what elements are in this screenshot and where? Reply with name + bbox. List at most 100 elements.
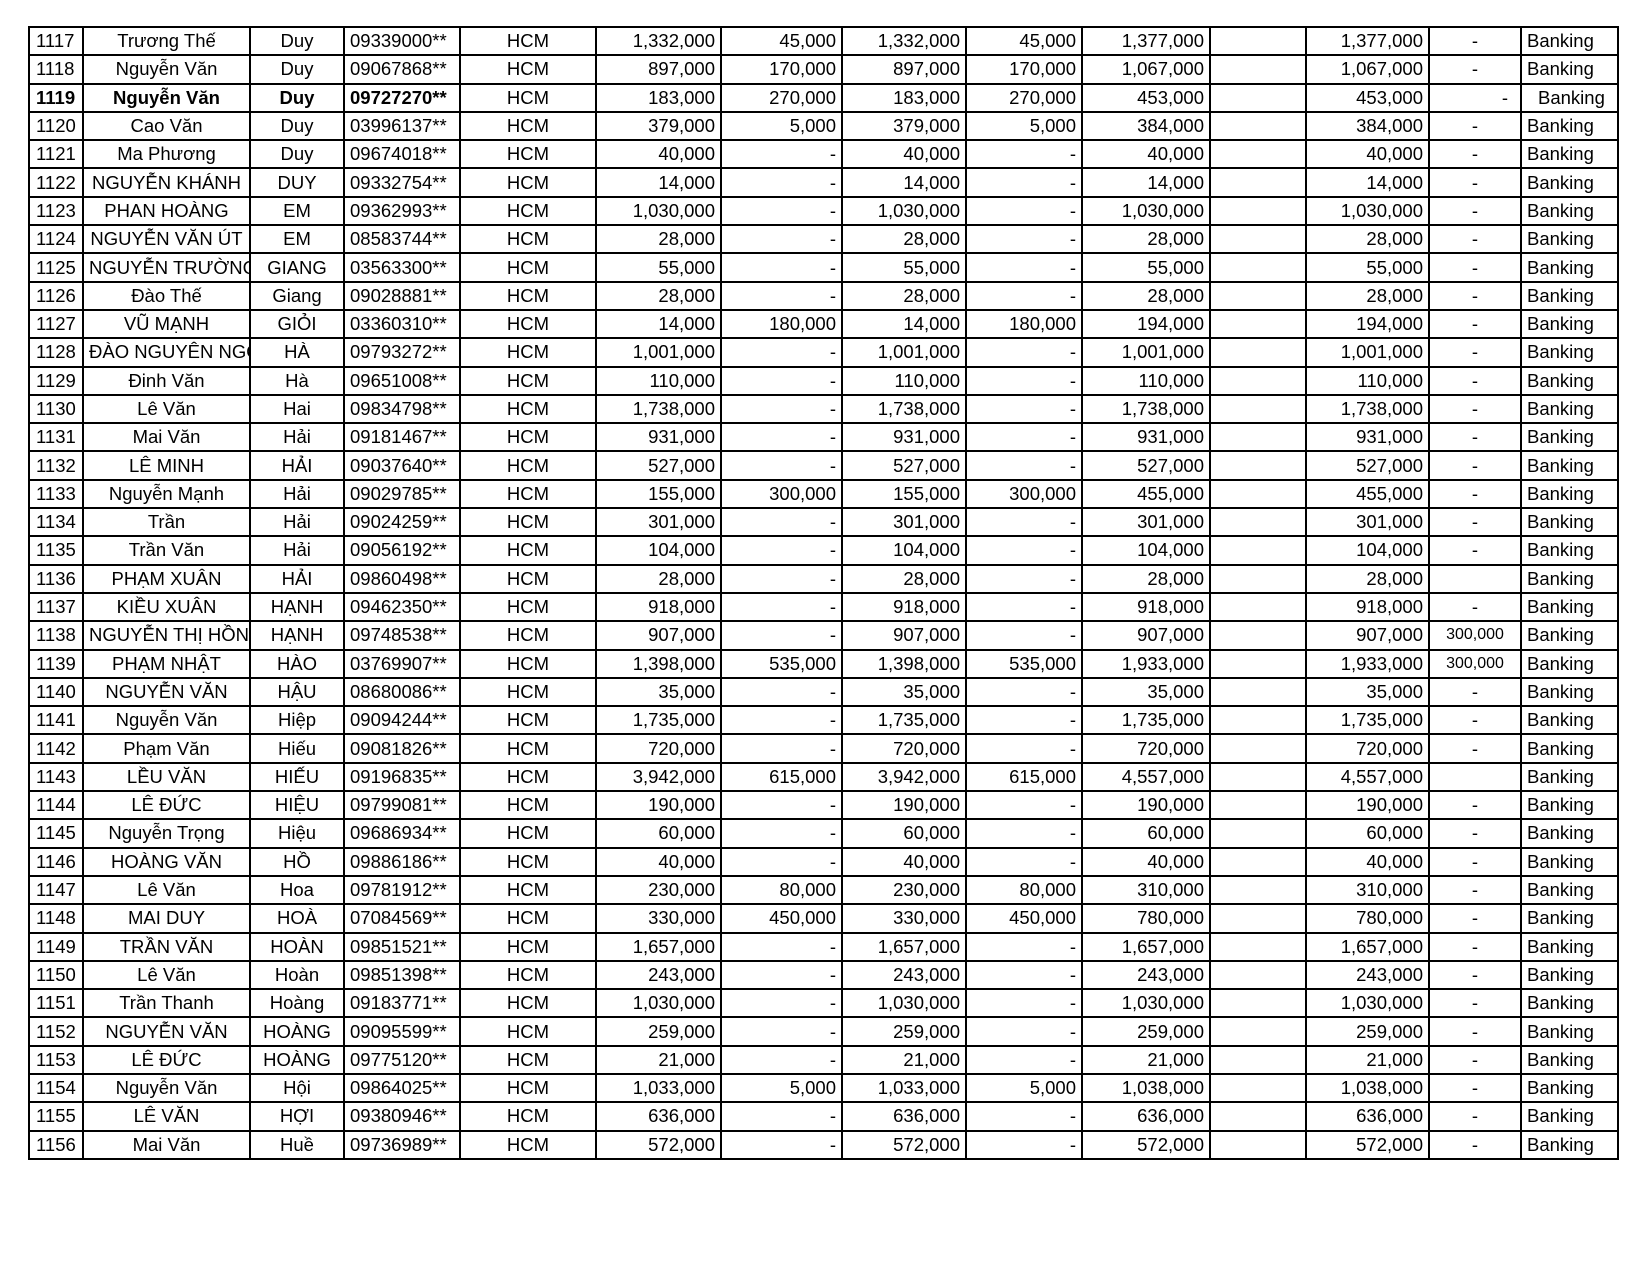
row-id-cell: 1134 (28, 507, 84, 538)
amount-1-cell: 907,000 (595, 620, 722, 651)
total-cell: 194,000 (1081, 308, 1211, 340)
total-paid-cell: 1,377,000 (1305, 25, 1430, 57)
blank-column-cell (1209, 1129, 1307, 1160)
payment-method-cell: Banking (1520, 450, 1619, 481)
table-row: 1121 Ma Phương Duy 09674018** HCM 40,000-40,0… (28, 139, 1619, 170)
table-row: 1141 Nguyễn Văn Hiệp 09094244** HCM 1,735,000… (28, 705, 1619, 736)
extra-amount-cell: - (1428, 874, 1522, 906)
amount-2-cell: - (720, 280, 843, 311)
amount-3-cell: 230,000 (841, 874, 967, 906)
total-paid-cell: 1,030,000 (1305, 195, 1430, 227)
amount-3-cell: 1,735,000 (841, 705, 967, 736)
first-name-cell: HẠNH (249, 620, 345, 651)
surname-middle-cell: Trần (82, 507, 251, 538)
total-cell: 636,000 (1081, 1101, 1211, 1132)
blank-column-cell (1209, 139, 1307, 170)
total-paid-cell: 384,000 (1305, 110, 1430, 142)
row-id-cell: 1148 (28, 903, 84, 934)
amount-3-cell: 3,942,000 (841, 761, 967, 793)
phone-cell: 09196835** (343, 761, 461, 793)
blank-column-cell (1209, 337, 1307, 368)
phone-cell: 09860498** (343, 563, 461, 594)
table-row: 1129 Đinh Văn Hà 09651008** HCM 110,000-110,0… (28, 365, 1619, 396)
blank-column-cell (1209, 224, 1307, 255)
amount-1-cell: 14,000 (595, 167, 722, 198)
extra-amount-cell: - (1428, 1044, 1522, 1075)
amount-2-cell: - (720, 818, 843, 849)
total-cell: 40,000 (1081, 139, 1211, 170)
amount-4-cell: - (965, 988, 1083, 1019)
city-cell: HCM (459, 846, 597, 877)
surname-middle-cell: PHẠM XUÂN (82, 563, 251, 594)
blank-column-cell (1209, 790, 1307, 821)
total-cell: 301,000 (1081, 507, 1211, 538)
phone-cell: 09024259** (343, 507, 461, 538)
extra-amount-cell (1428, 761, 1522, 793)
city-cell: HCM (459, 959, 597, 991)
amount-4-cell: - (965, 224, 1083, 255)
total-paid-cell: 28,000 (1305, 224, 1430, 255)
amount-1-cell: 379,000 (595, 110, 722, 142)
amount-3-cell: 14,000 (841, 167, 967, 198)
first-name-cell: HOÀNG (249, 1044, 345, 1075)
row-id-cell: 1123 (28, 195, 84, 227)
extra-amount-cell: - (1428, 1016, 1522, 1047)
table-row: 1139 PHẠM NHẬT HÀO 03769907** HCM 1,398,000 53… (28, 648, 1619, 679)
amount-3-cell: 14,000 (841, 308, 967, 340)
city-cell: HCM (459, 422, 597, 453)
table-row: 1145 Nguyễn Trọng Hiệu 09686934** HCM 60,000-… (28, 818, 1619, 849)
amount-4-cell: - (965, 252, 1083, 283)
amount-2-cell: - (720, 620, 843, 651)
total-cell: 60,000 (1081, 818, 1211, 849)
amount-4-cell: - (965, 1044, 1083, 1075)
first-name-cell: Duy (249, 110, 345, 142)
surname-middle-cell: PHẠM NHẬT (82, 648, 251, 679)
city-cell: HCM (459, 1129, 597, 1160)
extra-amount-cell: 300,000 (1428, 620, 1522, 651)
row-id-cell: 1129 (28, 365, 84, 396)
amount-1-cell: 259,000 (595, 1016, 722, 1047)
blank-column-cell (1209, 535, 1307, 566)
amount-1-cell: 1,738,000 (595, 393, 722, 425)
amount-2-cell: 80,000 (720, 874, 843, 906)
extra-amount-cell: - (1428, 337, 1522, 368)
phone-cell: 09793272** (343, 337, 461, 368)
total-cell: 40,000 (1081, 846, 1211, 877)
amount-1-cell: 60,000 (595, 818, 722, 849)
phone-cell: 03996137** (343, 110, 461, 142)
city-cell: HCM (459, 1016, 597, 1047)
total-cell: 1,933,000 (1081, 648, 1211, 679)
blank-column-cell (1209, 450, 1307, 481)
total-paid-cell: 455,000 (1305, 478, 1430, 510)
extra-amount-cell: - (1428, 25, 1522, 57)
city-cell: HCM (459, 450, 597, 481)
city-cell: HCM (459, 1044, 597, 1075)
blank-column-cell (1209, 167, 1307, 198)
city-cell: HCM (459, 733, 597, 764)
total-paid-cell: 21,000 (1305, 1044, 1430, 1075)
surname-middle-cell: LÊ ĐỨC (82, 790, 251, 821)
amount-2-cell: 170,000 (720, 54, 843, 85)
payment-method-cell: Banking (1520, 167, 1619, 198)
surname-middle-cell: LÊ ĐỨC (82, 1044, 251, 1075)
payment-method-cell: Banking (1520, 931, 1619, 962)
first-name-cell: HẢI (249, 563, 345, 594)
table-row: 1133 Nguyễn Mạnh Hải 09029785** HCM 155,000 30… (28, 478, 1619, 510)
amount-2-cell: 300,000 (720, 478, 843, 510)
payment-method-cell: Banking (1520, 959, 1619, 991)
payment-method-cell: Banking (1520, 591, 1619, 623)
amount-4-cell: 450,000 (965, 903, 1083, 934)
amount-1-cell: 572,000 (595, 1129, 722, 1160)
extra-amount-cell: - (1428, 139, 1522, 170)
first-name-cell: Hoàn (249, 959, 345, 991)
extra-amount-cell: - (1428, 903, 1522, 934)
total-paid-cell: 4,557,000 (1305, 761, 1430, 793)
amount-4-cell: - (965, 195, 1083, 227)
total-cell: 4,557,000 (1081, 761, 1211, 793)
blank-column-cell (1209, 280, 1307, 311)
amount-1-cell: 1,735,000 (595, 705, 722, 736)
total-cell: 28,000 (1081, 280, 1211, 311)
payment-method-cell: Banking (1520, 195, 1619, 227)
extra-amount-cell: - (1428, 959, 1522, 991)
surname-middle-cell: NGUYỄN VĂN (82, 676, 251, 708)
